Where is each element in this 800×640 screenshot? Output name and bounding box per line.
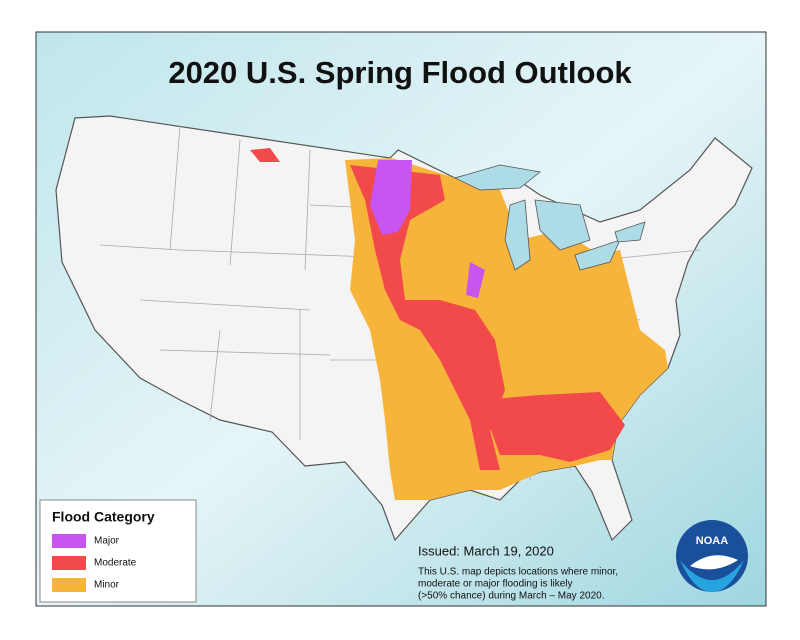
legend-items: Major Moderate Minor (52, 534, 137, 592)
logo-text: NOAA (696, 535, 728, 547)
note-line: This U.S. map depicts locations where mi… (418, 567, 618, 578)
noaa-logo: NOAA (676, 520, 748, 592)
major-flood-area (466, 262, 485, 298)
moderate-flood-area (250, 148, 280, 162)
note-text: This U.S. map depicts locations where mi… (418, 567, 618, 602)
issued-date: Issued: March 19, 2020 (418, 543, 554, 558)
major-flood-area (370, 160, 412, 235)
map-title: 2020 U.S. Spring Flood Outlook (168, 55, 632, 90)
flood-areas (250, 148, 668, 500)
legend-label: Moderate (94, 558, 137, 569)
moderate-flood-area (480, 392, 625, 462)
legend-label: Minor (94, 580, 120, 591)
legend-swatch (52, 578, 86, 592)
legend-swatch (52, 534, 86, 548)
legend-title: Flood Category (52, 509, 155, 525)
legend-label: Major (94, 536, 120, 547)
note-line: moderate or major flooding is likely (418, 579, 573, 590)
legend-swatch (52, 556, 86, 570)
great-lakes (453, 164, 646, 271)
note-line: (>50% chance) during March – May 2020. (418, 591, 605, 602)
moderate-flood-area (350, 165, 505, 470)
